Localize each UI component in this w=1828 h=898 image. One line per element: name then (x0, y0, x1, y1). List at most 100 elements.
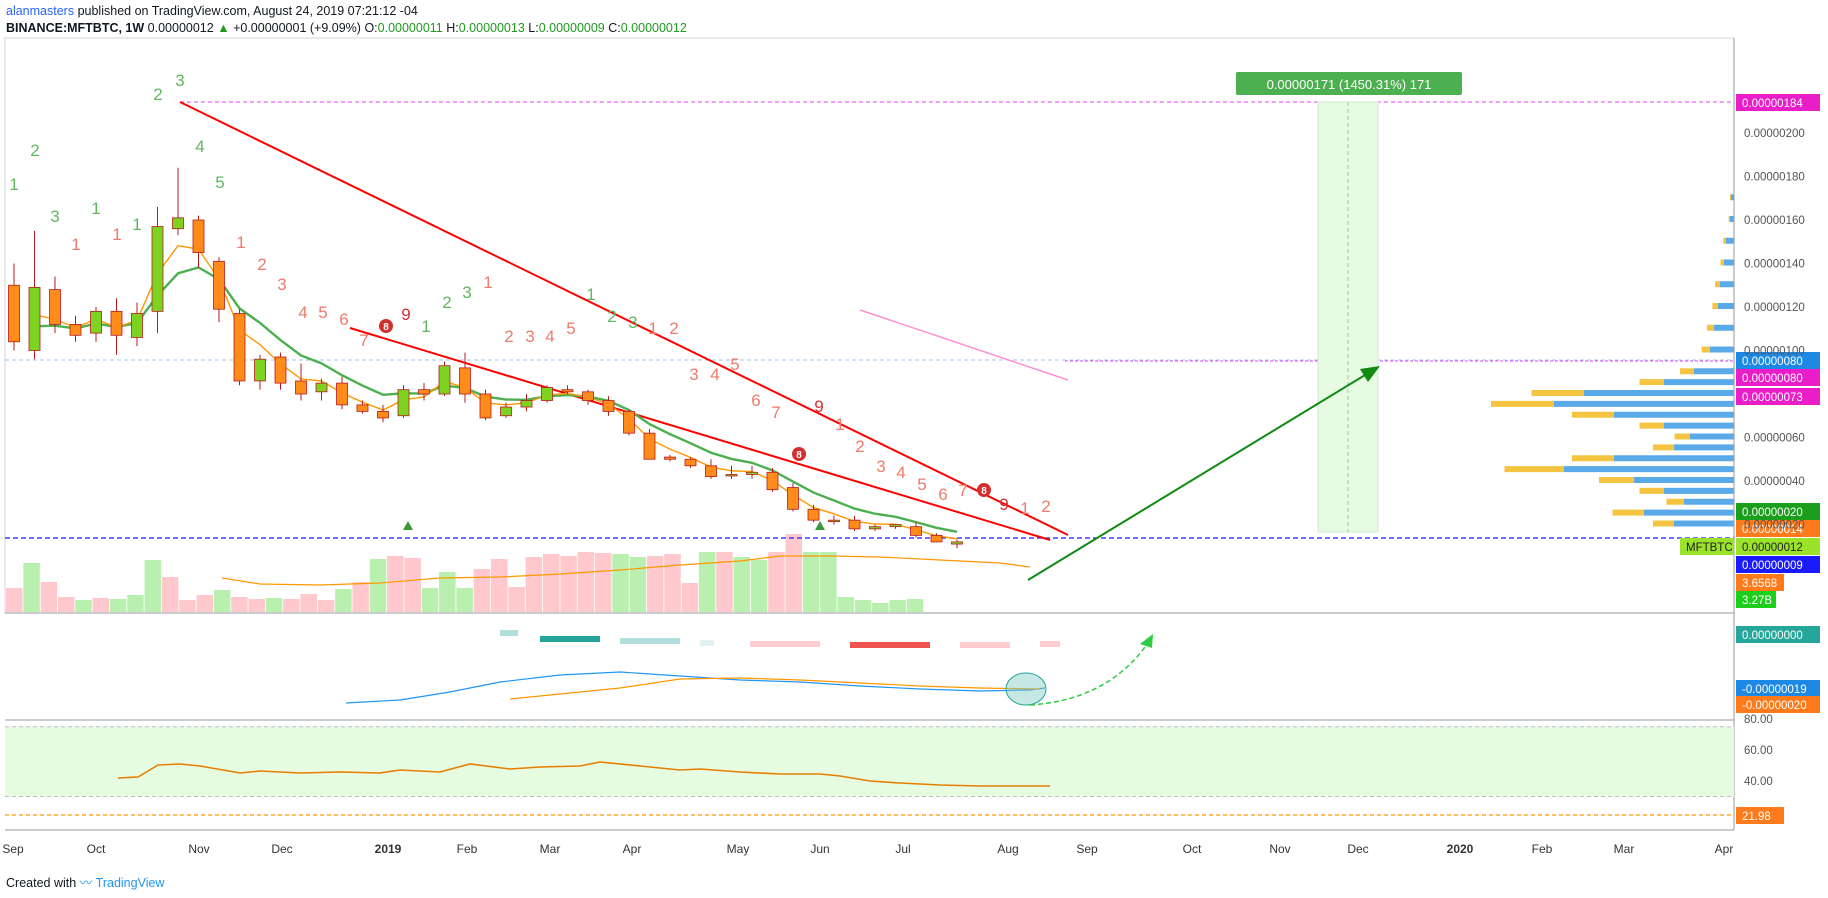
volume-profile-bar-sell (1599, 477, 1634, 483)
td-count-label: 5 (215, 173, 224, 192)
macd-histogram-bar (960, 642, 1010, 648)
td-count-label: 1 (236, 233, 245, 252)
td-count-label: 1 (648, 319, 657, 338)
td-count-label: 1 (586, 285, 595, 304)
td-count-label: 3 (175, 71, 184, 90)
price-axis-tick: 0.00000020 (1744, 520, 1805, 532)
volume-ma-tag (1736, 574, 1784, 591)
volume-bar (681, 583, 699, 612)
volume-profile-bar-sell (1572, 411, 1614, 418)
candle-down (336, 382, 348, 406)
time-axis-label: Jul (895, 842, 910, 856)
td-setup-marker-label: 8 (981, 486, 987, 497)
volume-bar (802, 552, 820, 612)
td-count-label: 2 (1041, 497, 1050, 516)
volume-bar (542, 554, 560, 612)
chart-header-line2: BINANCE:MFTBTC, 1W 0.00000012 ▲ +0.00000… (6, 21, 687, 35)
volume-profile-bar (1718, 303, 1734, 309)
macd-histogram-bar (850, 642, 930, 648)
td-count-label: 5 (318, 303, 327, 322)
price-axis-tick: 0.00000140 (1744, 259, 1805, 271)
volume-bar (560, 556, 577, 612)
volume-bar (161, 577, 179, 612)
up-triangle-icon: ▲ (217, 21, 230, 35)
buy-signal-triangle (403, 521, 413, 530)
volume-bar (491, 559, 508, 612)
measure-label-bg (1236, 72, 1462, 95)
pair-label-tag (1680, 538, 1734, 555)
volume-profile-bar (1694, 368, 1734, 375)
volume-bar (387, 556, 404, 612)
macd-projection-arrowhead (1140, 634, 1153, 648)
volume-profile-bar (1584, 390, 1734, 396)
volume-bar (6, 588, 23, 612)
volume-profile-bar-sell (1531, 390, 1584, 396)
volume-bar (213, 590, 231, 612)
volume-bar (646, 556, 664, 612)
volume-tag (1736, 591, 1776, 608)
volume-profile-bar-sell (1491, 400, 1554, 407)
time-axis-label: Dec (271, 842, 292, 856)
price-tag (1736, 556, 1820, 573)
time-axis-label: 2019 (375, 842, 402, 856)
price-tag (1736, 538, 1820, 555)
chart-header-line1: alanmasters published on TradingView.com… (6, 4, 418, 18)
volume-bar (179, 600, 196, 612)
signal-line (509, 677, 1041, 700)
volume-profile-bar-sell (1728, 216, 1730, 222)
td-count-label: 3 (50, 207, 59, 226)
ema-slow-line (34, 266, 958, 533)
pink-trend-line (859, 309, 1069, 381)
td-setup-marker-label: 8 (383, 322, 389, 333)
td-count-label: 7 (771, 403, 780, 422)
td-count-label: 2 (504, 327, 513, 346)
macd-histogram-bar (660, 638, 680, 644)
candle-down (274, 356, 287, 384)
td-count-label: 2 (442, 293, 451, 312)
author-link[interactable]: alanmasters (6, 4, 75, 18)
volume-bar (664, 554, 681, 612)
volume-bar (594, 553, 612, 612)
high-value: 0.00000013 (458, 21, 525, 35)
macd-tag-label: -0.00000019 (1742, 684, 1807, 696)
volume-bar (300, 594, 317, 612)
volume-bar (525, 557, 543, 612)
candle-down (8, 284, 20, 343)
volume-bar (57, 597, 75, 612)
price-tag-label: 0.00000080 (1742, 356, 1803, 368)
td-count-label: 4 (710, 365, 719, 384)
volume-bar (109, 599, 127, 612)
price-tags: 0.00000184 0.00000080 0.00000080 0.00000073… (1680, 94, 1820, 824)
td-count-label: 3 (462, 283, 471, 302)
buy-signal-triangle (815, 521, 825, 530)
price-tag (1736, 503, 1820, 520)
close-value: 0.00000012 (620, 21, 687, 35)
td-count-label: 5 (730, 355, 739, 374)
footer: Created with 〰 TradingView (6, 872, 164, 891)
volume-profile-bar-sell (1701, 346, 1710, 353)
candle-down (582, 391, 594, 401)
td-count-label: 4 (298, 303, 307, 322)
time-axis-label: Nov (1269, 842, 1290, 856)
price-tag (1736, 520, 1820, 537)
candle-up (315, 382, 328, 393)
td-count-label: 5 (917, 475, 926, 494)
tradingview-link[interactable]: TradingView (95, 876, 165, 890)
candle-down (930, 534, 943, 543)
candle-down (459, 367, 471, 395)
price-axis-tick: 0.00000120 (1744, 302, 1805, 314)
volume-profile-bar-sell (1639, 422, 1664, 429)
td-count-label: 6 (751, 391, 760, 410)
projection-arrowhead (1360, 366, 1380, 382)
candle-down (479, 393, 492, 419)
volume-profile-bar (1614, 455, 1734, 462)
td-setup-marker (977, 483, 991, 497)
candle-up (828, 519, 840, 523)
td-count-label: 1 (9, 175, 18, 194)
macd-tag (1736, 626, 1820, 643)
volume-profile-bar-sell (1612, 509, 1644, 516)
volume-bar (248, 599, 266, 612)
price-tag-label: 0.00000184 (1742, 98, 1803, 110)
